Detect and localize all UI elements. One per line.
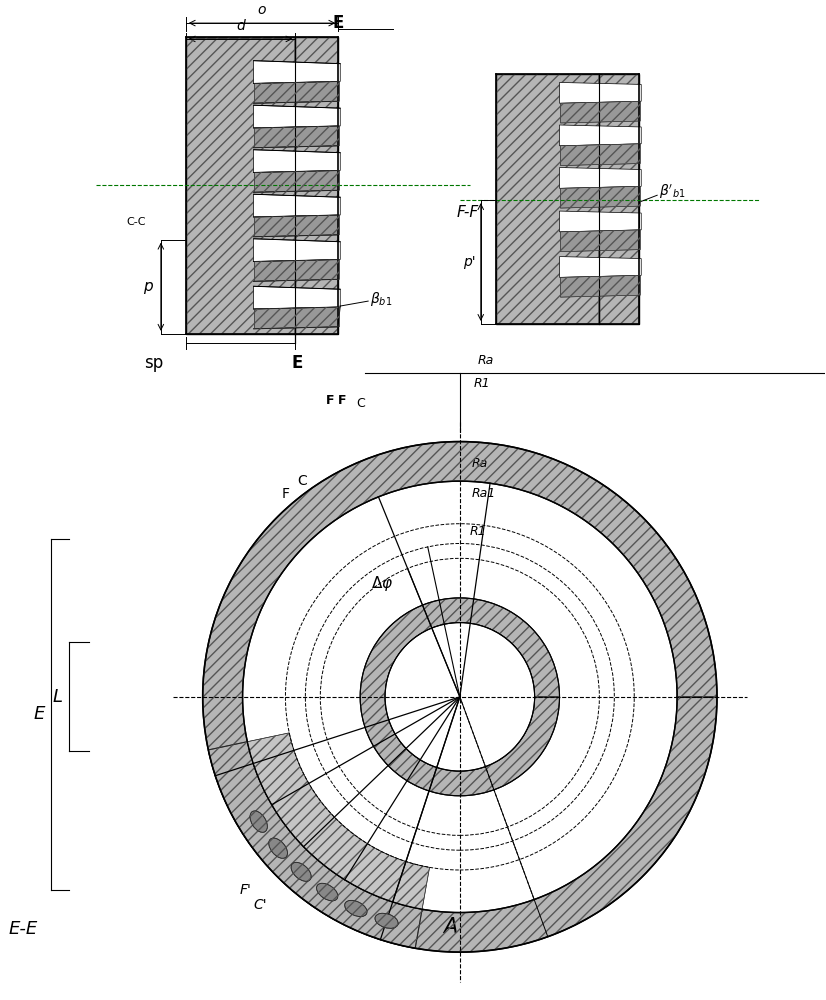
Polygon shape <box>559 168 641 188</box>
Text: F: F <box>282 487 289 501</box>
Text: p: p <box>143 279 153 294</box>
Polygon shape <box>254 81 339 103</box>
Polygon shape <box>254 215 339 237</box>
Ellipse shape <box>344 900 367 917</box>
Polygon shape <box>561 186 640 208</box>
Polygon shape <box>561 101 640 123</box>
Polygon shape <box>559 125 641 146</box>
Ellipse shape <box>375 913 398 928</box>
Text: $\Delta\varphi$: $\Delta\varphi$ <box>371 574 393 593</box>
Text: R1: R1 <box>470 525 487 538</box>
Polygon shape <box>561 230 640 252</box>
Polygon shape <box>296 37 339 334</box>
Polygon shape <box>254 150 340 172</box>
Polygon shape <box>254 170 339 192</box>
Text: A: A <box>443 917 457 937</box>
Text: F: F <box>338 394 346 407</box>
Polygon shape <box>254 105 340 128</box>
Text: E: E <box>292 354 303 372</box>
Text: o: o <box>258 3 266 17</box>
Text: R1: R1 <box>474 377 491 390</box>
Text: L: L <box>52 688 62 706</box>
Polygon shape <box>600 74 639 324</box>
Text: Ra: Ra <box>477 354 494 367</box>
Polygon shape <box>559 211 641 232</box>
Ellipse shape <box>268 838 287 858</box>
Polygon shape <box>559 257 641 277</box>
Polygon shape <box>360 598 559 796</box>
Text: R'b1: R'b1 <box>346 868 374 881</box>
Text: C': C' <box>254 898 268 912</box>
Text: Ra: Ra <box>472 457 488 470</box>
Text: sp: sp <box>144 354 163 372</box>
Polygon shape <box>254 126 339 148</box>
Text: C: C <box>356 397 364 410</box>
Polygon shape <box>254 260 339 281</box>
Text: $\beta_{b1}$: $\beta_{b1}$ <box>370 290 392 308</box>
Text: F: F <box>326 394 335 407</box>
Ellipse shape <box>250 811 268 832</box>
Polygon shape <box>385 623 534 771</box>
Polygon shape <box>559 82 641 103</box>
Polygon shape <box>202 442 717 952</box>
Text: F': F' <box>240 883 251 897</box>
Text: C-C: C-C <box>126 217 146 227</box>
Text: p': p' <box>463 255 476 269</box>
Polygon shape <box>254 286 340 309</box>
Polygon shape <box>247 733 430 909</box>
Text: Ra1: Ra1 <box>472 487 496 500</box>
Text: E-E: E-E <box>9 920 38 938</box>
Polygon shape <box>186 37 296 334</box>
Polygon shape <box>254 307 339 329</box>
Text: E: E <box>333 14 344 32</box>
Text: Rb1: Rb1 <box>387 868 412 881</box>
Text: F-F: F-F <box>457 205 479 220</box>
Text: $\beta'_{b1}$: $\beta'_{b1}$ <box>659 183 686 201</box>
Polygon shape <box>254 61 340 83</box>
Polygon shape <box>254 239 340 262</box>
Text: E: E <box>34 705 45 723</box>
Polygon shape <box>208 742 422 948</box>
Polygon shape <box>561 275 640 297</box>
Polygon shape <box>496 74 600 324</box>
Polygon shape <box>254 194 340 217</box>
Text: C: C <box>297 474 307 488</box>
Ellipse shape <box>316 883 338 901</box>
Ellipse shape <box>291 862 311 881</box>
Polygon shape <box>561 144 640 166</box>
Text: d: d <box>236 19 245 33</box>
